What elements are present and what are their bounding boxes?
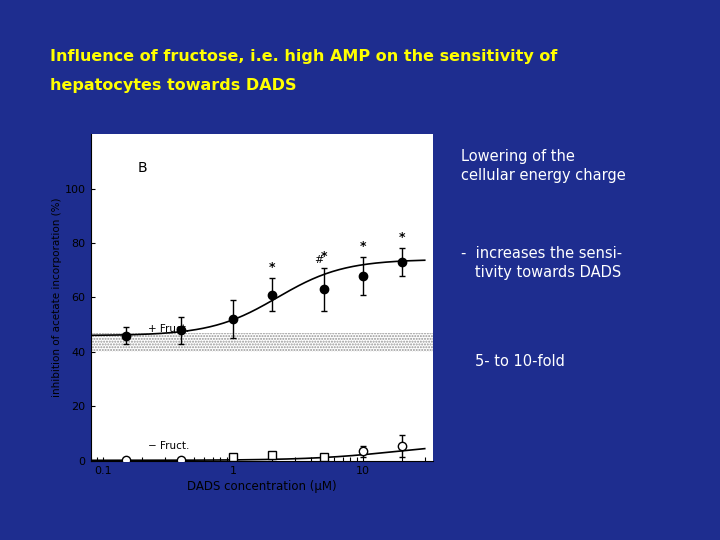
Text: + Fruct.: + Fruct.: [148, 324, 189, 334]
Text: *: *: [320, 251, 327, 264]
Text: Lowering of the
cellular energy charge: Lowering of the cellular energy charge: [461, 148, 626, 183]
Text: Influence of fructose, i.e. high AMP on the sensitivity of: Influence of fructose, i.e. high AMP on …: [50, 49, 558, 64]
Text: 5- to 10-fold: 5- to 10-fold: [475, 354, 565, 369]
Text: *: *: [359, 240, 366, 253]
Text: –: –: [321, 306, 327, 316]
Bar: [91, 333, 433, 352]
Y-axis label: inhibition of acetate incorporation (%): inhibition of acetate incorporation (%): [52, 198, 62, 397]
Text: hepatocytes towards DADS: hepatocytes towards DADS: [50, 78, 297, 93]
X-axis label: DADS concentration (μM): DADS concentration (μM): [187, 480, 337, 493]
Text: − Fruct.: − Fruct.: [148, 441, 189, 451]
Text: *: *: [399, 231, 405, 245]
Text: B: B: [138, 161, 147, 176]
Bar: [91, 333, 433, 352]
Text: #: #: [315, 255, 324, 265]
Text: *: *: [269, 261, 275, 274]
Text: -  increases the sensi-
   tivity towards DADS: - increases the sensi- tivity towards DA…: [461, 246, 622, 280]
